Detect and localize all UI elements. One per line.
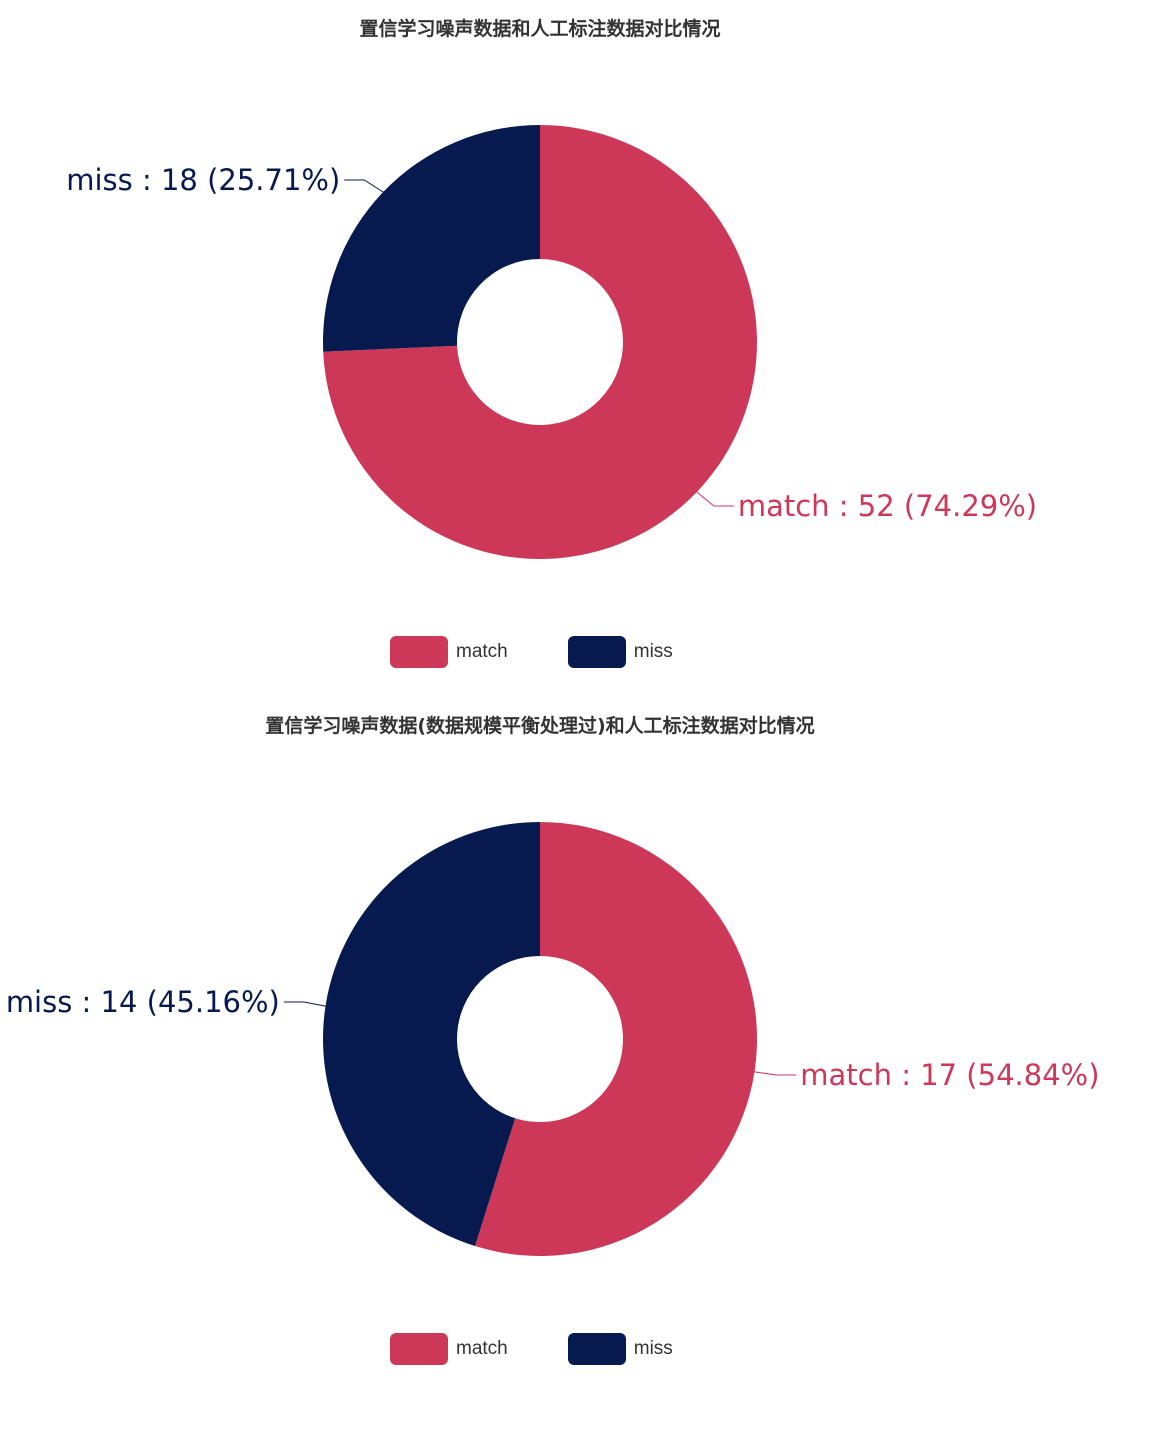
donut-slice-match[interactable] (475, 822, 758, 1256)
chart-2: 置信学习噪声数据(数据规模平衡处理过)和人工标注数据对比情况 match : 1… (0, 697, 1150, 1434)
slice-label-match: match : 17 (54.84%) (800, 1058, 1099, 1092)
leader-line-miss (283, 1001, 326, 1007)
legend-label-miss: miss (633, 1338, 673, 1359)
leader-line-match (754, 1071, 797, 1076)
leader-line-match (696, 491, 734, 507)
legend-swatch-miss (567, 636, 626, 668)
donut-slice-match[interactable] (323, 125, 758, 559)
legend-label-match: match (456, 641, 508, 662)
donut-chart: match : 52 (74.29%) miss : 18 (25.71%) (66, 125, 1037, 559)
legend-swatch-match (390, 1333, 448, 1365)
legend-item-match[interactable]: match (390, 636, 508, 668)
chart-title: 置信学习噪声数据和人工标注数据对比情况 (359, 18, 721, 40)
legend-item-miss[interactable]: miss (567, 636, 673, 668)
donut-chart: match : 17 (54.84%) miss : 14 (45.16%) (6, 822, 1100, 1256)
chart-title: 置信学习噪声数据(数据规模平衡处理过)和人工标注数据对比情况 (265, 715, 815, 737)
legend[interactable]: match miss (390, 636, 733, 668)
slice-label-match: match : 52 (74.29%) (738, 489, 1037, 523)
slice-label-miss: miss : 18 (25.71%) (66, 163, 340, 197)
leader-line-miss (344, 179, 384, 193)
donut-slice-miss[interactable] (323, 125, 540, 352)
legend-swatch-miss (567, 1333, 626, 1365)
legend-item-miss[interactable]: miss (567, 1333, 673, 1365)
donut-slice-miss[interactable] (323, 822, 540, 1247)
legend-item-match[interactable]: match (390, 1333, 508, 1365)
chart-1: 置信学习噪声数据和人工标注数据对比情况 match : 52 (74.29%) m… (0, 0, 1150, 697)
legend-swatch-match (390, 636, 448, 668)
slice-label-miss: miss : 14 (45.16%) (6, 985, 280, 1019)
legend-label-miss: miss (633, 641, 673, 662)
legend-label-match: match (456, 1338, 508, 1359)
legend[interactable]: match miss (390, 1333, 733, 1365)
